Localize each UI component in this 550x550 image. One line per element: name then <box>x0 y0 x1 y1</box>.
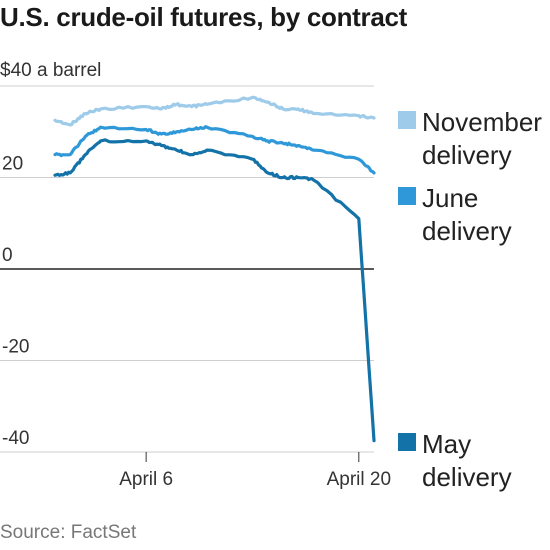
legend-swatch <box>398 187 416 205</box>
legend-label-line: June <box>422 183 479 213</box>
legend-label-line: November <box>422 107 542 137</box>
legend-label: June delivery <box>422 182 550 248</box>
x-tick-marks: April 6 April 20 <box>119 452 391 490</box>
chart-title: U.S. crude-oil futures, by contract <box>0 2 408 32</box>
legend-label-line: delivery <box>422 216 512 246</box>
gridlines <box>0 85 374 453</box>
series-line-june <box>53 125 376 175</box>
y-axis-top-label: $40 a barrel <box>0 60 102 81</box>
legend-swatch <box>398 433 416 451</box>
legend-label-line: delivery <box>422 140 512 170</box>
y-tick-label: 20 <box>2 154 23 175</box>
y-tick-labels: 20 0 -20 -40 <box>2 154 29 450</box>
source-note: Source: FactSet <box>0 522 137 543</box>
legend-swatch <box>398 111 416 129</box>
series-lines <box>53 95 376 443</box>
y-tick-label: 0 <box>2 245 13 266</box>
legend-label-line: May <box>422 429 472 459</box>
series-line-november <box>53 95 376 127</box>
y-tick-label: -40 <box>2 428 29 449</box>
legend-label-line: delivery <box>422 462 512 492</box>
legend-label: November delivery <box>422 106 550 172</box>
x-tick-label: April 20 <box>327 469 391 490</box>
legend-label: May delivery <box>422 428 550 494</box>
series-line-may <box>53 138 376 443</box>
x-tick-label: April 6 <box>119 469 173 490</box>
y-tick-label: -20 <box>2 337 29 358</box>
